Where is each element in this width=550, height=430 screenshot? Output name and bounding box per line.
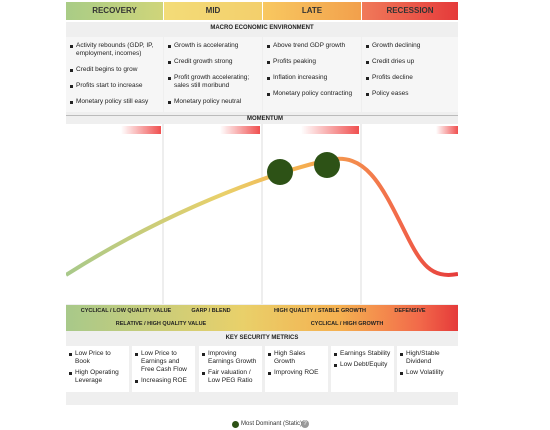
bullet: Low Price to Book: [68, 350, 127, 366]
bullet-list: Improving Earnings Growth Fair valuation …: [201, 350, 260, 385]
macro-title: MACRO ECONOMIC ENVIRONMENT: [210, 25, 314, 31]
legend-marker: [232, 421, 239, 428]
metric-box: Low Price to Earnings and Free Cash Flow…: [132, 346, 195, 392]
bullet: Low Debt/Equity: [333, 361, 392, 369]
bullet: Monetary policy still easy: [69, 98, 160, 106]
bullet: Monetary policy neutral: [167, 98, 259, 106]
macro-column: Growth is accelerating Credit growth stro…: [164, 37, 262, 112]
bullet-list: Growth declining Credit dries up Profits d…: [365, 42, 455, 98]
bullet-list: Above trend GDP growth Profits peaking Inf…: [266, 42, 358, 98]
style-label: HIGH QUALITY / STABLE GROWTH: [273, 308, 367, 314]
bullet-list: Growth is accelerating Credit growth stro…: [167, 42, 259, 106]
momentum-chart: [66, 124, 458, 304]
metric-box: High Sales Growth Improving ROE: [265, 346, 328, 392]
bullet: Increasing ROE: [134, 377, 193, 385]
style-label: DEFENSIVE: [394, 308, 426, 314]
style-label: CYCLICAL / LOW QUALITY VALUE: [80, 308, 172, 314]
metric-box: Improving Earnings Growth Fair valuation …: [199, 346, 262, 392]
momentum-title: MOMENTUM: [240, 115, 290, 122]
bullet-list: Low Price to Earnings and Free Cash Flow…: [134, 350, 193, 385]
bullet: Profit growth accelerating; sales still …: [167, 74, 259, 90]
bullet: High Sales Growth: [267, 350, 326, 366]
bullet-list: Activity rebounds (GDP, IP, employment, …: [69, 42, 160, 106]
bullet: Credit begins to grow: [69, 66, 160, 74]
bullet: Fair valuation / Low PEG Ratio: [201, 369, 260, 385]
metrics-title: KEY SECURITY METRICS: [225, 335, 299, 341]
bullet: Growth declining: [365, 42, 455, 50]
metric-box: Low Price to Book High Operating Leverage: [66, 346, 129, 392]
bullet: Low Volatility: [399, 369, 458, 377]
style-label: RELATIVE / HIGH QUALITY VALUE: [115, 321, 207, 327]
metric-box: High/Stable Dividend Low Volatility: [397, 346, 460, 392]
bullet: Growth is accelerating: [167, 42, 259, 50]
bullet-list: High Sales Growth Improving ROE: [267, 350, 326, 377]
dominant-marker: [267, 159, 293, 185]
bullet: Profits decline: [365, 74, 455, 82]
bullet: Profits start to increase: [69, 82, 160, 90]
bullet: Improving ROE: [267, 369, 326, 377]
bullet: Inflation increasing: [266, 74, 358, 82]
bullet: Profits peaking: [266, 58, 358, 66]
bullet: Improving Earnings Growth: [201, 350, 260, 366]
macro-column: Growth declining Credit dries up Profits d…: [362, 37, 458, 112]
style-band: [66, 305, 458, 331]
macro-column: Activity rebounds (GDP, IP, employment, …: [66, 37, 163, 112]
bullet: High Operating Leverage: [68, 369, 127, 385]
bullet-list: Earnings Stability Low Debt/Equity: [333, 350, 392, 369]
bullet: Policy eases: [365, 90, 455, 98]
help-icon[interactable]: ?: [301, 420, 309, 428]
metric-box: Earnings Stability Low Debt/Equity: [331, 346, 394, 392]
bullet: Activity rebounds (GDP, IP, employment, …: [69, 42, 160, 58]
phase-header: MID: [164, 2, 262, 20]
dominant-marker: [314, 152, 340, 178]
bullet-list: High/Stable Dividend Low Volatility: [399, 350, 458, 377]
bullet: Credit growth strong: [167, 58, 259, 66]
momentum-curve: [66, 156, 458, 277]
style-label: GARP / BLEND: [191, 308, 231, 314]
bullet: Monetary policy contracting: [266, 90, 358, 98]
bullet-list: Low Price to Book High Operating Leverage: [68, 350, 127, 385]
phase-header: LATE: [263, 2, 361, 20]
legend-label: Most Dominant (Static): [241, 421, 303, 427]
bullet: Credit dries up: [365, 58, 455, 66]
style-label: CYCLICAL / HIGH GROWTH: [310, 321, 384, 327]
phase-header: RECOVERY: [66, 2, 163, 20]
phase-header: RECESSION: [362, 2, 458, 20]
bullet: Low Price to Earnings and Free Cash Flow: [134, 350, 193, 374]
bullet: Earnings Stability: [333, 350, 392, 358]
macro-column: Above trend GDP growth Profits peaking Inf…: [263, 37, 361, 112]
bullet: Above trend GDP growth: [266, 42, 358, 50]
bullet: High/Stable Dividend: [399, 350, 458, 366]
